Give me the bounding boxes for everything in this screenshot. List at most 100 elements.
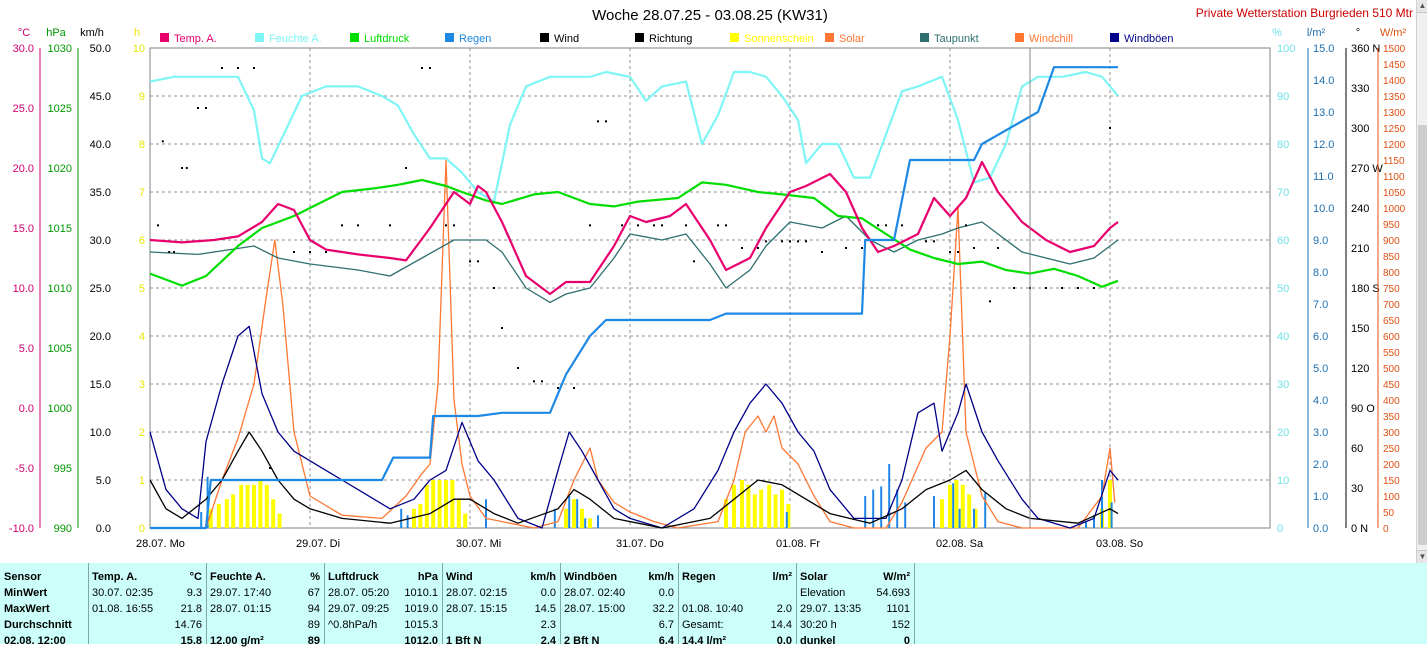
bar-sonnenschein <box>746 484 751 528</box>
right-tick-label: 90 O <box>1351 403 1375 415</box>
point-richtung <box>573 387 575 389</box>
bar-sonnenschein <box>271 499 276 528</box>
scrollbar-thumb[interactable] <box>1418 125 1427 545</box>
bar-regen-intensit-t- <box>984 492 987 528</box>
right-tick-label: 60 <box>1277 235 1289 247</box>
legend-label: Richtung <box>649 33 692 45</box>
right-tick-label: 13.0 <box>1313 107 1334 119</box>
right-tick-label: 1200 <box>1383 140 1406 151</box>
point-richtung <box>1061 287 1063 289</box>
left-tick-label: 8 <box>139 139 145 151</box>
point-richtung <box>205 107 207 109</box>
left-tick-label: 15.0 <box>90 379 111 391</box>
right-tick-label: 80 <box>1277 139 1289 151</box>
point-richtung <box>429 67 431 69</box>
left-axis-unit: km/h <box>80 27 104 39</box>
point-richtung <box>965 224 967 227</box>
point-richtung <box>789 240 791 243</box>
bar-sonnenschein <box>456 499 461 528</box>
left-tick-label: 1030 <box>48 43 72 55</box>
right-tick-label: 50 <box>1277 283 1289 295</box>
point-richtung <box>293 251 295 253</box>
right-tick-label: 300 <box>1383 428 1400 439</box>
left-tick-label: 25.0 <box>90 283 111 295</box>
right-axes: %1009080706050403020100l/m²15.014.013.01… <box>1272 27 1406 535</box>
bar-sonnenschein <box>588 518 592 528</box>
left-tick-label: 10.0 <box>13 283 34 295</box>
point-richtung <box>885 224 887 227</box>
right-tick-label: 11.0 <box>1313 171 1334 183</box>
point-richtung <box>685 224 687 227</box>
point-richtung <box>181 167 183 169</box>
left-tick-label: -10.0 <box>9 523 34 535</box>
bar-regen-intensit-t- <box>1110 502 1113 528</box>
right-tick-label: 1150 <box>1383 156 1405 167</box>
left-axes: °C30.025.020.015.010.05.00.0-5.0-10.0hPa… <box>9 27 145 535</box>
x-tick-label: 01.08. Fr <box>776 538 820 550</box>
right-tick-label: 50 <box>1383 508 1395 519</box>
stats-wind-value-0: 0.0 <box>540 587 556 599</box>
bar-sonnenschein <box>948 484 952 528</box>
right-tick-label: 0 N <box>1351 523 1368 535</box>
stats-regen-value-2: 14.4 <box>770 619 792 631</box>
line-regen <box>150 66 1118 530</box>
legend-swatch <box>350 33 359 42</box>
point-richtung <box>781 240 783 243</box>
stats-windboeen-info-0: 28.07. 02:40 <box>564 587 626 599</box>
bar-sonnenschein <box>973 508 978 528</box>
point-richtung <box>621 224 623 227</box>
bar-regen-intensit-t- <box>785 512 788 528</box>
stats-solar-info-1: 29.07. 13:35 <box>800 603 862 615</box>
right-tick-label: 400 <box>1383 396 1400 407</box>
point-richtung <box>469 260 471 263</box>
left-tick-label: 9 <box>139 91 145 103</box>
left-tick-label: 0 <box>139 523 145 535</box>
left-tick-label: 995 <box>54 463 72 475</box>
right-tick-label: 1.0 <box>1313 491 1328 503</box>
vertical-scrollbar[interactable]: ▲ ▼ <box>1416 0 1427 563</box>
bar-sonnenschein <box>954 480 959 528</box>
left-tick-label: 990 <box>54 523 72 535</box>
point-richtung <box>997 247 999 249</box>
bar-sonnenschein <box>740 480 744 528</box>
bar-sonnenschein <box>450 480 455 528</box>
stats-windboeen-info-3: 2 Bft N <box>564 635 600 647</box>
point-richtung <box>1109 127 1111 129</box>
x-tick-label: 30.07. Mi <box>456 538 501 550</box>
right-tick-label: 10 <box>1277 475 1289 487</box>
point-richtung <box>517 367 519 369</box>
chart-legend: Temp. A. Feuchte A. Luftdruck Regen Wind Rich… <box>160 33 1174 45</box>
stats-feuchte-value-3: 89 <box>307 635 320 647</box>
bar-sonnenschein <box>224 499 229 528</box>
stats-regen-info-3: 14.4 l/m² <box>682 635 727 647</box>
line-taupunkt <box>149 215 1119 304</box>
point-richtung <box>637 224 639 227</box>
stats-regen-info-2: Gesamt: <box>682 619 724 631</box>
stats-header-solar: Solar <box>800 571 828 583</box>
legend-label: Luftdruck <box>364 33 410 45</box>
bar-sonnenschein <box>780 489 784 528</box>
point-richtung <box>405 167 407 169</box>
bar-regen-intensit-t- <box>597 515 599 528</box>
stats-label-avg: Durchschnitt <box>4 619 72 631</box>
stats-luftdruck-info-1: 29.07. 09:25 <box>328 603 390 615</box>
point-richtung <box>973 247 975 249</box>
point-richtung <box>653 224 655 227</box>
left-tick-label: 1 <box>139 475 145 487</box>
bar-regen-intensit-t- <box>958 508 961 528</box>
scroll-down-arrow-icon[interactable]: ▼ <box>1417 550 1427 563</box>
stats-temp-value-3: 15.8 <box>180 635 202 647</box>
point-richtung <box>445 224 447 227</box>
bar-regen-intensit-t- <box>952 483 955 528</box>
legend-swatch <box>635 33 644 42</box>
point-richtung <box>725 224 727 227</box>
stats-col-windboeen: Windböen km/h 28.07. 02:40 0.0 28.07. 15:00 3… <box>560 563 679 647</box>
legend-swatch <box>1015 33 1024 42</box>
line-windb-en <box>149 325 1119 529</box>
scroll-up-arrow-icon[interactable]: ▲ <box>1417 0 1427 13</box>
right-tick-label: 300 <box>1351 123 1369 135</box>
stats-luftdruck-value-0: 1010.1 <box>404 587 438 599</box>
bar-regen-intensit-t- <box>485 499 487 528</box>
bar-regen-intensit-t- <box>973 508 975 528</box>
right-tick-label: 10.0 <box>1313 203 1334 215</box>
